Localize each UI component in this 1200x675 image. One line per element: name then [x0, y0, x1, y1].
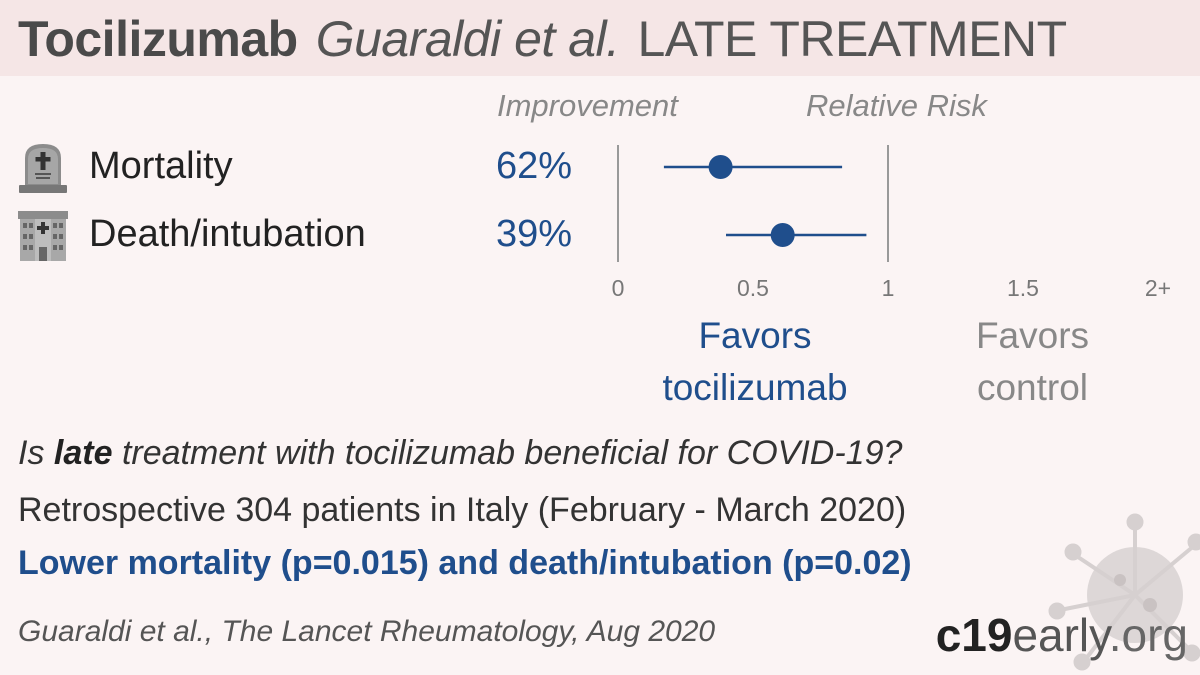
- favors-treatment-line-2: tocilizumab: [662, 367, 848, 408]
- x-tick-label: 1.5: [1007, 275, 1039, 301]
- header-bar: Tocilizumab Guaraldi et al. LATE TREATMENT: [0, 0, 1200, 76]
- favors-treatment-line-1: Favors: [698, 315, 812, 356]
- relative-risk-column-header: Relative Risk: [806, 88, 987, 123]
- tombstone-icon: [19, 144, 67, 193]
- brand-logo[interactable]: c19early.org: [936, 608, 1188, 662]
- study-result: Lower mortality (p=0.015) and death/intu…: [18, 544, 912, 582]
- favors-treatment-label: Favors tocilizumab: [630, 310, 880, 414]
- x-tick-label: 0.5: [737, 275, 769, 301]
- effect-point: [708, 155, 733, 179]
- brand-part-3: .org: [1108, 609, 1188, 661]
- improvement-value-death-intubation: 39%: [496, 213, 573, 255]
- x-tick-label: 1: [882, 275, 895, 301]
- hospital-icon: [18, 211, 68, 261]
- effect-point: [770, 223, 795, 247]
- outcome-label-mortality: Mortality: [89, 145, 233, 187]
- question-post: treatment with tocilizumab beneficial fo…: [112, 434, 903, 472]
- question-pre: Is: [18, 434, 54, 472]
- treatment-phase: LATE TREATMENT: [637, 11, 1068, 67]
- brand-part-1: c19: [935, 609, 1013, 661]
- outcome-label-death-intubation: Death/intubation: [89, 213, 366, 255]
- study-design: Retrospective 304 patients in Italy (Feb…: [18, 491, 907, 529]
- x-tick-label: 2+: [1145, 275, 1171, 301]
- study-question: Is late treatment with tocilizumab benef…: [18, 434, 902, 473]
- page-title: Tocilizumab Guaraldi et al. LATE TREATMENT: [18, 10, 1067, 68]
- drug-name: Tocilizumab: [18, 11, 298, 67]
- favors-control-line-1: Favors: [975, 315, 1090, 356]
- favors-control-label: Favors control: [920, 310, 1145, 414]
- improvement-value-mortality: 62%: [496, 145, 573, 187]
- x-tick-label: 0: [612, 275, 625, 301]
- brand-part-2: early: [1012, 609, 1109, 661]
- virus-icon: [1048, 513, 1200, 671]
- question-bold: late: [53, 434, 113, 472]
- citation: Guaraldi et al., The Lancet Rheumatology…: [18, 615, 716, 648]
- favors-control-line-2: control: [976, 367, 1089, 408]
- title-authors: Guaraldi et al.: [315, 11, 620, 67]
- improvement-column-header: Improvement: [497, 88, 678, 123]
